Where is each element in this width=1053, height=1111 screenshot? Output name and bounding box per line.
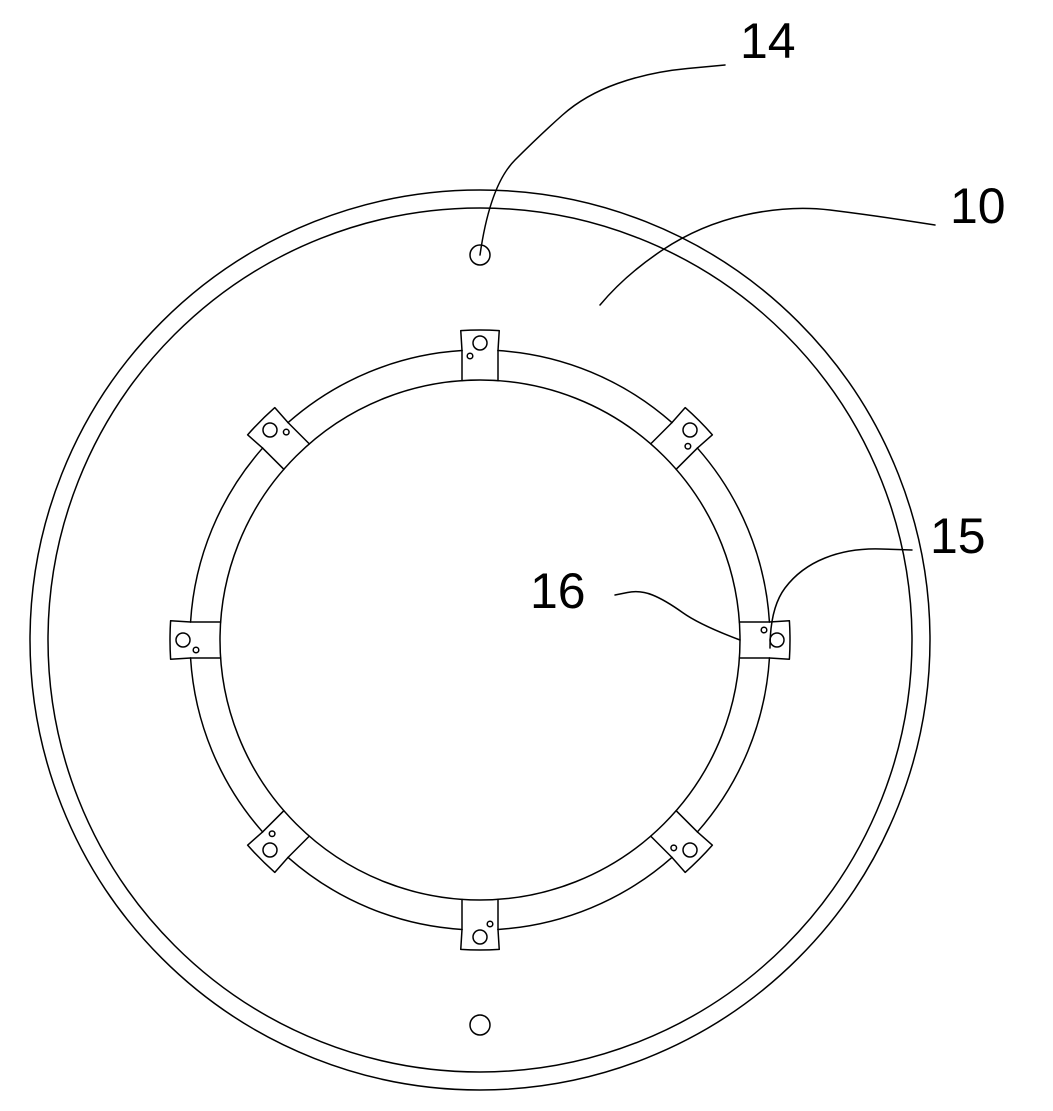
inner-ring-outer-arc — [498, 351, 672, 423]
tab-side-line — [651, 423, 672, 444]
mounting-tab — [672, 408, 712, 448]
outer-ring-inner — [48, 208, 912, 1072]
tab-bolt-hole — [263, 423, 277, 437]
tab-bolt-hole — [176, 633, 190, 647]
tab-pin-hole — [671, 845, 677, 851]
rings-group — [30, 190, 930, 1090]
tabs-group — [170, 330, 790, 950]
tab-side-line — [263, 448, 284, 469]
reference-labels-group: 10 14 15 16 — [530, 13, 1006, 619]
mounting-tab — [248, 408, 288, 448]
alignment-holes-group — [470, 245, 490, 1035]
mounting-tab — [769, 621, 790, 659]
reference-label-14: 14 — [740, 13, 796, 69]
tab-pin-hole — [283, 429, 289, 435]
inner-ring-outer-arc — [191, 658, 263, 832]
tab-bolt-hole — [473, 336, 487, 350]
tab-bolt-hole — [683, 423, 697, 437]
tab-bolt-hole — [683, 843, 697, 857]
tab-pin-hole — [467, 353, 473, 359]
mounting-tab — [248, 832, 288, 872]
bottom-alignment-hole — [470, 1015, 490, 1035]
inner-ring-outer-arc — [191, 448, 263, 622]
tab-side-line — [288, 423, 309, 444]
leader-lines-group — [480, 65, 935, 648]
tab-side-line — [676, 448, 697, 469]
tab-pin-hole — [761, 627, 767, 633]
mounting-tab — [461, 330, 499, 351]
leader-line-16 — [615, 592, 740, 640]
reference-label-10: 10 — [950, 178, 1006, 234]
inner-ring-outer-arc — [288, 351, 462, 423]
inner-ring-outer-arc — [697, 448, 769, 622]
tab-pin-hole — [487, 921, 493, 927]
tab-pin-hole — [193, 647, 199, 653]
inner-ring-inner — [220, 380, 740, 900]
tab-side-line — [263, 811, 284, 832]
inner-ring-outer-arc — [697, 658, 769, 832]
tab-pin-hole — [269, 831, 275, 837]
mounting-tab — [672, 832, 712, 872]
inner-ring-outer-arc — [498, 857, 672, 929]
tab-bolt-hole — [263, 843, 277, 857]
tab-side-line — [288, 836, 309, 857]
mounting-tab — [461, 929, 499, 950]
reference-label-16: 16 — [530, 563, 586, 619]
tab-bolt-hole — [770, 633, 784, 647]
tab-side-line — [676, 811, 697, 832]
reference-label-15: 15 — [930, 508, 986, 564]
tab-side-line — [651, 836, 672, 857]
inner-ring-outer-arc — [288, 857, 462, 929]
leader-line-15 — [770, 549, 912, 648]
tab-pin-hole — [685, 443, 691, 449]
outer-ring-outer — [30, 190, 930, 1090]
tab-bolt-hole — [473, 930, 487, 944]
technical-figure: 10 14 15 16 — [0, 0, 1053, 1111]
mounting-tab — [170, 621, 191, 659]
